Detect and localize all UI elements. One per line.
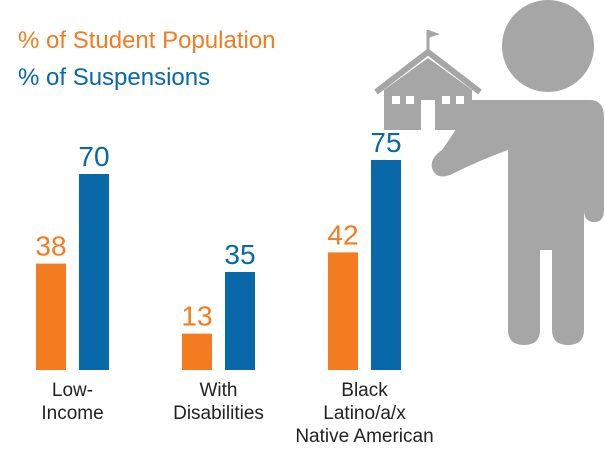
category-label: Income xyxy=(41,403,103,424)
bar xyxy=(371,160,401,370)
school-icon xyxy=(374,30,482,130)
data-label: 42 xyxy=(327,219,358,250)
category-label: Low- xyxy=(52,380,93,401)
category-label: Disabilities xyxy=(173,403,264,424)
data-label: 35 xyxy=(224,239,255,270)
data-label: 13 xyxy=(181,301,212,332)
category-label: Black xyxy=(341,380,388,401)
bar xyxy=(36,263,66,370)
data-label: 70 xyxy=(78,141,109,172)
category-label: Latino/a/x xyxy=(323,403,406,424)
data-label: 38 xyxy=(35,231,66,262)
bar xyxy=(182,333,212,370)
data-label: 75 xyxy=(370,127,401,158)
bar xyxy=(328,252,358,370)
legend-entry: % of Student Population xyxy=(18,27,276,54)
person-icon xyxy=(431,0,604,345)
legend-entry: % of Suspensions xyxy=(18,64,210,91)
category-label: With xyxy=(200,380,238,401)
legend: % of Student Population % of Suspensions xyxy=(18,27,276,91)
category-label: Native American xyxy=(295,426,433,447)
bar xyxy=(79,174,109,370)
bar xyxy=(225,272,255,370)
